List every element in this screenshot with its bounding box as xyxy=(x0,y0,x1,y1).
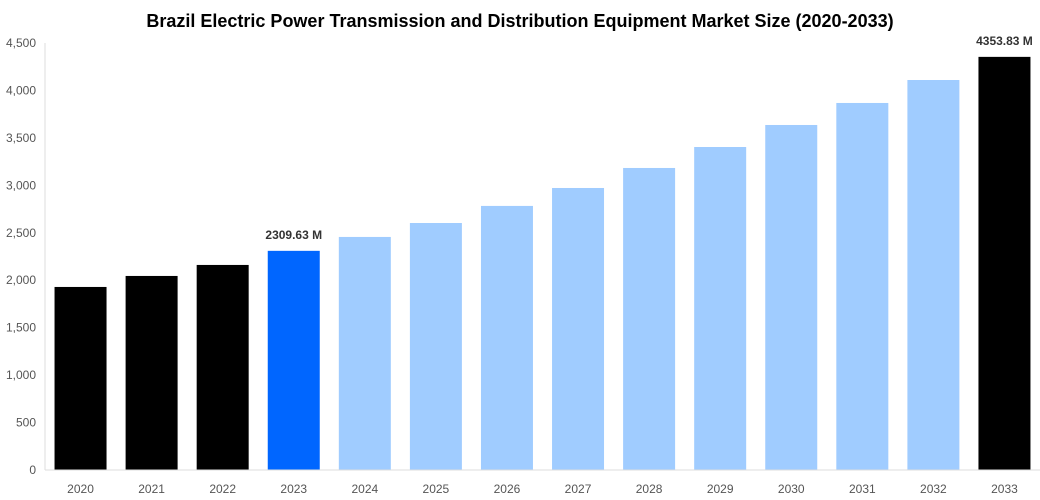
y-axis: 0 500 1,000 1,500 2,000 2,500 3,000 3,500 4,000 4… xyxy=(6,36,46,477)
y-tick-label: 500 xyxy=(16,416,36,430)
bar-2025 xyxy=(409,223,462,470)
y-tick-label: 1,500 xyxy=(6,321,36,335)
x-tick-label: 2026 xyxy=(494,482,521,496)
bar-2027 xyxy=(552,187,605,470)
chart-title: Brazil Electric Power Transmission and D… xyxy=(146,11,893,31)
bar-2024 xyxy=(338,236,391,470)
x-tick-label: 2030 xyxy=(778,482,805,496)
x-tick-label: 2024 xyxy=(351,482,378,496)
x-axis: 2020 2021 2022 2023 2024 2025 2026 2027 2028 2029… xyxy=(45,469,1040,496)
bar-2033 xyxy=(978,56,1031,471)
x-tick-label: 2022 xyxy=(209,482,236,496)
x-tick-label: 2025 xyxy=(423,482,450,496)
y-tick-label: 3,000 xyxy=(6,178,36,192)
bar-2032 xyxy=(907,80,960,471)
data-label: 2309.63 M xyxy=(265,228,322,242)
x-tick-label: 2021 xyxy=(138,482,165,496)
y-tick-label: 4,500 xyxy=(6,36,36,50)
y-tick-label: 2,500 xyxy=(6,226,36,240)
x-tick-label: 2033 xyxy=(991,482,1018,496)
bar-2028 xyxy=(623,167,676,470)
bar-2023 xyxy=(267,250,320,470)
x-tick-label: 2027 xyxy=(565,482,592,496)
y-tick-label: 4,000 xyxy=(6,83,36,97)
x-tick-label: 2023 xyxy=(280,482,307,496)
bar-2022 xyxy=(196,264,249,470)
bar-2021 xyxy=(125,275,178,470)
bars: 2309.63 M 4353.83 M xyxy=(54,34,1033,471)
y-tick-label: 3,500 xyxy=(6,131,36,145)
x-tick-label: 2029 xyxy=(707,482,734,496)
bar-2020 xyxy=(54,286,107,470)
x-tick-label: 2031 xyxy=(849,482,876,496)
x-tick-label: 2020 xyxy=(67,482,94,496)
bar-2029 xyxy=(694,146,747,470)
y-tick-label: 0 xyxy=(29,463,36,477)
bar-2026 xyxy=(480,205,533,470)
x-tick-label: 2028 xyxy=(636,482,663,496)
x-tick-label: 2032 xyxy=(920,482,947,496)
y-tick-label: 2,000 xyxy=(6,273,36,287)
data-label: 4353.83 M xyxy=(976,34,1033,48)
bar-2030 xyxy=(765,124,818,470)
bar-2031 xyxy=(836,102,889,470)
y-tick-label: 1,000 xyxy=(6,368,36,382)
